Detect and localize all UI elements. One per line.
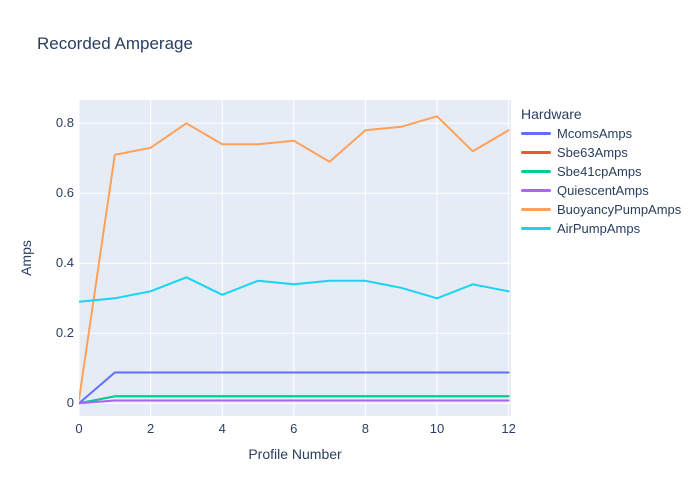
x-tick-label: 0 — [75, 421, 83, 436]
series-line-BuoyancyPumpAmps — [79, 115, 510, 401]
y-tick-label: 0 — [66, 395, 74, 411]
legend-item-Sbe41cpAmps[interactable]: Sbe41cpAmps — [521, 162, 681, 181]
plot-background — [79, 100, 511, 416]
x-tick-label: 8 — [361, 421, 370, 436]
legend-item-label: McomsAmps — [557, 126, 633, 141]
legend: Hardware McomsAmps Sbe63Amps Sbe41cpAmps Qu… — [521, 104, 681, 238]
legend-item-label: Sbe41cpAmps — [557, 164, 642, 179]
legend-item-label: AirPumpAmps — [557, 221, 641, 236]
legend-item-QuiescentAmps[interactable]: QuiescentAmps — [521, 181, 681, 200]
legend-title: Hardware — [521, 106, 582, 122]
legend-item-label: QuiescentAmps — [557, 183, 649, 198]
legend-item-Sbe63Amps[interactable]: Sbe63Amps — [521, 143, 681, 162]
x-tick-label: 4 — [218, 421, 226, 436]
legend-line-swatch — [521, 132, 551, 135]
gridlines — [79, 100, 511, 416]
legend-items: McomsAmps Sbe63Amps Sbe41cpAmps QuiescentAm… — [521, 124, 681, 238]
legend-line-swatch — [521, 227, 551, 230]
legend-line-swatch — [521, 170, 551, 173]
x-tick-label: 2 — [146, 421, 155, 436]
legend-line-swatch — [521, 208, 551, 211]
series-line-Sbe41cpAmps — [79, 395, 510, 405]
series-line-QuiescentAmps — [79, 399, 510, 405]
y-tick-label: 0.6 — [55, 185, 74, 201]
y-axis-title: Amps — [18, 240, 34, 276]
plot-area[interactable] — [79, 100, 511, 416]
series-line-AirPumpAmps — [79, 276, 510, 303]
legend-item-McomsAmps[interactable]: McomsAmps — [521, 124, 681, 143]
x-tick-label: 12 — [501, 421, 516, 436]
legend-item-AirPumpAmps[interactable]: AirPumpAmps — [521, 219, 681, 238]
chart-title: Recorded Amperage — [37, 34, 193, 53]
legend-item-label: BuoyancyPumpAmps — [557, 202, 682, 217]
series-line-McomsAmps — [79, 371, 510, 405]
legend-line-swatch — [521, 151, 551, 154]
y-tick-label: 0.8 — [55, 115, 74, 131]
y-tick-label: 0.4 — [55, 255, 74, 271]
legend-line-swatch — [521, 189, 551, 192]
x-axis-title: Profile Number — [248, 446, 342, 462]
x-tick-label: 10 — [429, 421, 445, 436]
series-lines — [79, 115, 510, 405]
legend-item-label: Sbe63Amps — [557, 145, 628, 160]
y-tick-label: 0.2 — [55, 325, 74, 341]
x-tick-label: 6 — [290, 421, 298, 436]
legend-item-BuoyancyPumpAmps[interactable]: BuoyancyPumpAmps — [521, 200, 681, 219]
